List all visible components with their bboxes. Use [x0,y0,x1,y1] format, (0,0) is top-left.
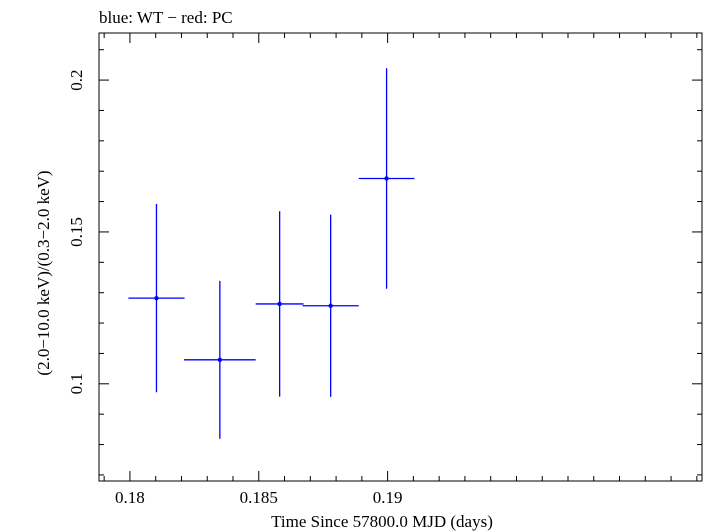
x-tick-label: 0.19 [373,488,403,507]
x-axis-ticks: 0.18 0.185 0.19 [103,33,698,507]
data-marker [384,176,389,181]
y-axis-label: (2.0−10.0 keV)/(0.3−2.0 keV) [34,170,53,375]
x-tick-label: 0.18 [115,488,145,507]
data-series [128,68,415,439]
plot-frame [98,32,703,482]
x-tick-label: 0.185 [240,488,278,507]
chart-title: blue: WT − red: PC [99,8,233,27]
data-point [255,211,304,397]
data-point [302,214,359,397]
y-tick-label: 0.2 [67,69,86,90]
data-marker [154,295,159,301]
x-axis-label: Time Since 57800.0 MJD (days) [271,512,493,531]
y-axis-ticks: 0.1 0.15 0.2 [67,49,702,476]
y-tick-label: 0.15 [67,217,86,247]
data-point [184,280,256,439]
y-tick-label: 0.1 [67,373,86,394]
data-marker [328,303,333,308]
data-marker [217,357,223,363]
data-point [358,68,415,289]
data-marker [277,301,282,307]
data-point [128,203,185,393]
